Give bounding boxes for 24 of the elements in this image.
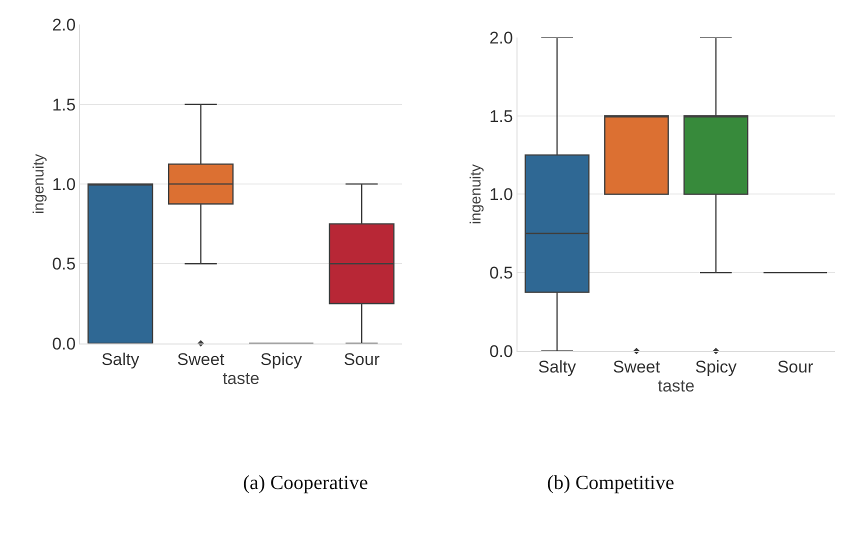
text: (b) Competitive [547, 472, 674, 494]
y-tick-label: 1.5 [52, 95, 76, 114]
x-tick-label: Spicy [260, 350, 302, 369]
x-axis-title: taste [222, 368, 260, 388]
x-tick-label: Sour [344, 350, 380, 369]
y-tick-label: 2.0 [489, 28, 513, 48]
x-tick-label: Salty [538, 357, 576, 376]
y-tick-label: 1.0 [52, 174, 76, 194]
x-tick-label: Spicy [695, 357, 738, 376]
y-axis-title: ingenuity [468, 164, 485, 224]
y-tick-label: 1.5 [489, 106, 513, 126]
x-tick-label: Sweet [177, 350, 225, 369]
y-tick-label: 2.0 [52, 16, 76, 35]
x-axis-title: taste [658, 376, 695, 396]
y-tick-label: 0.5 [489, 264, 513, 283]
y-tick-label: 0.0 [52, 334, 76, 354]
y-tick-label: 1.0 [489, 185, 513, 204]
x-tick-label: Salty [101, 350, 140, 369]
x-tick-label: Sweet [612, 357, 660, 376]
y-tick-label: 0.5 [52, 254, 76, 274]
y-axis-title: ingenuity [30, 154, 48, 214]
text: (a) Cooperative [243, 472, 368, 494]
x-tick-label: Sour [777, 357, 814, 376]
y-tick-label: 0.0 [489, 342, 513, 361]
